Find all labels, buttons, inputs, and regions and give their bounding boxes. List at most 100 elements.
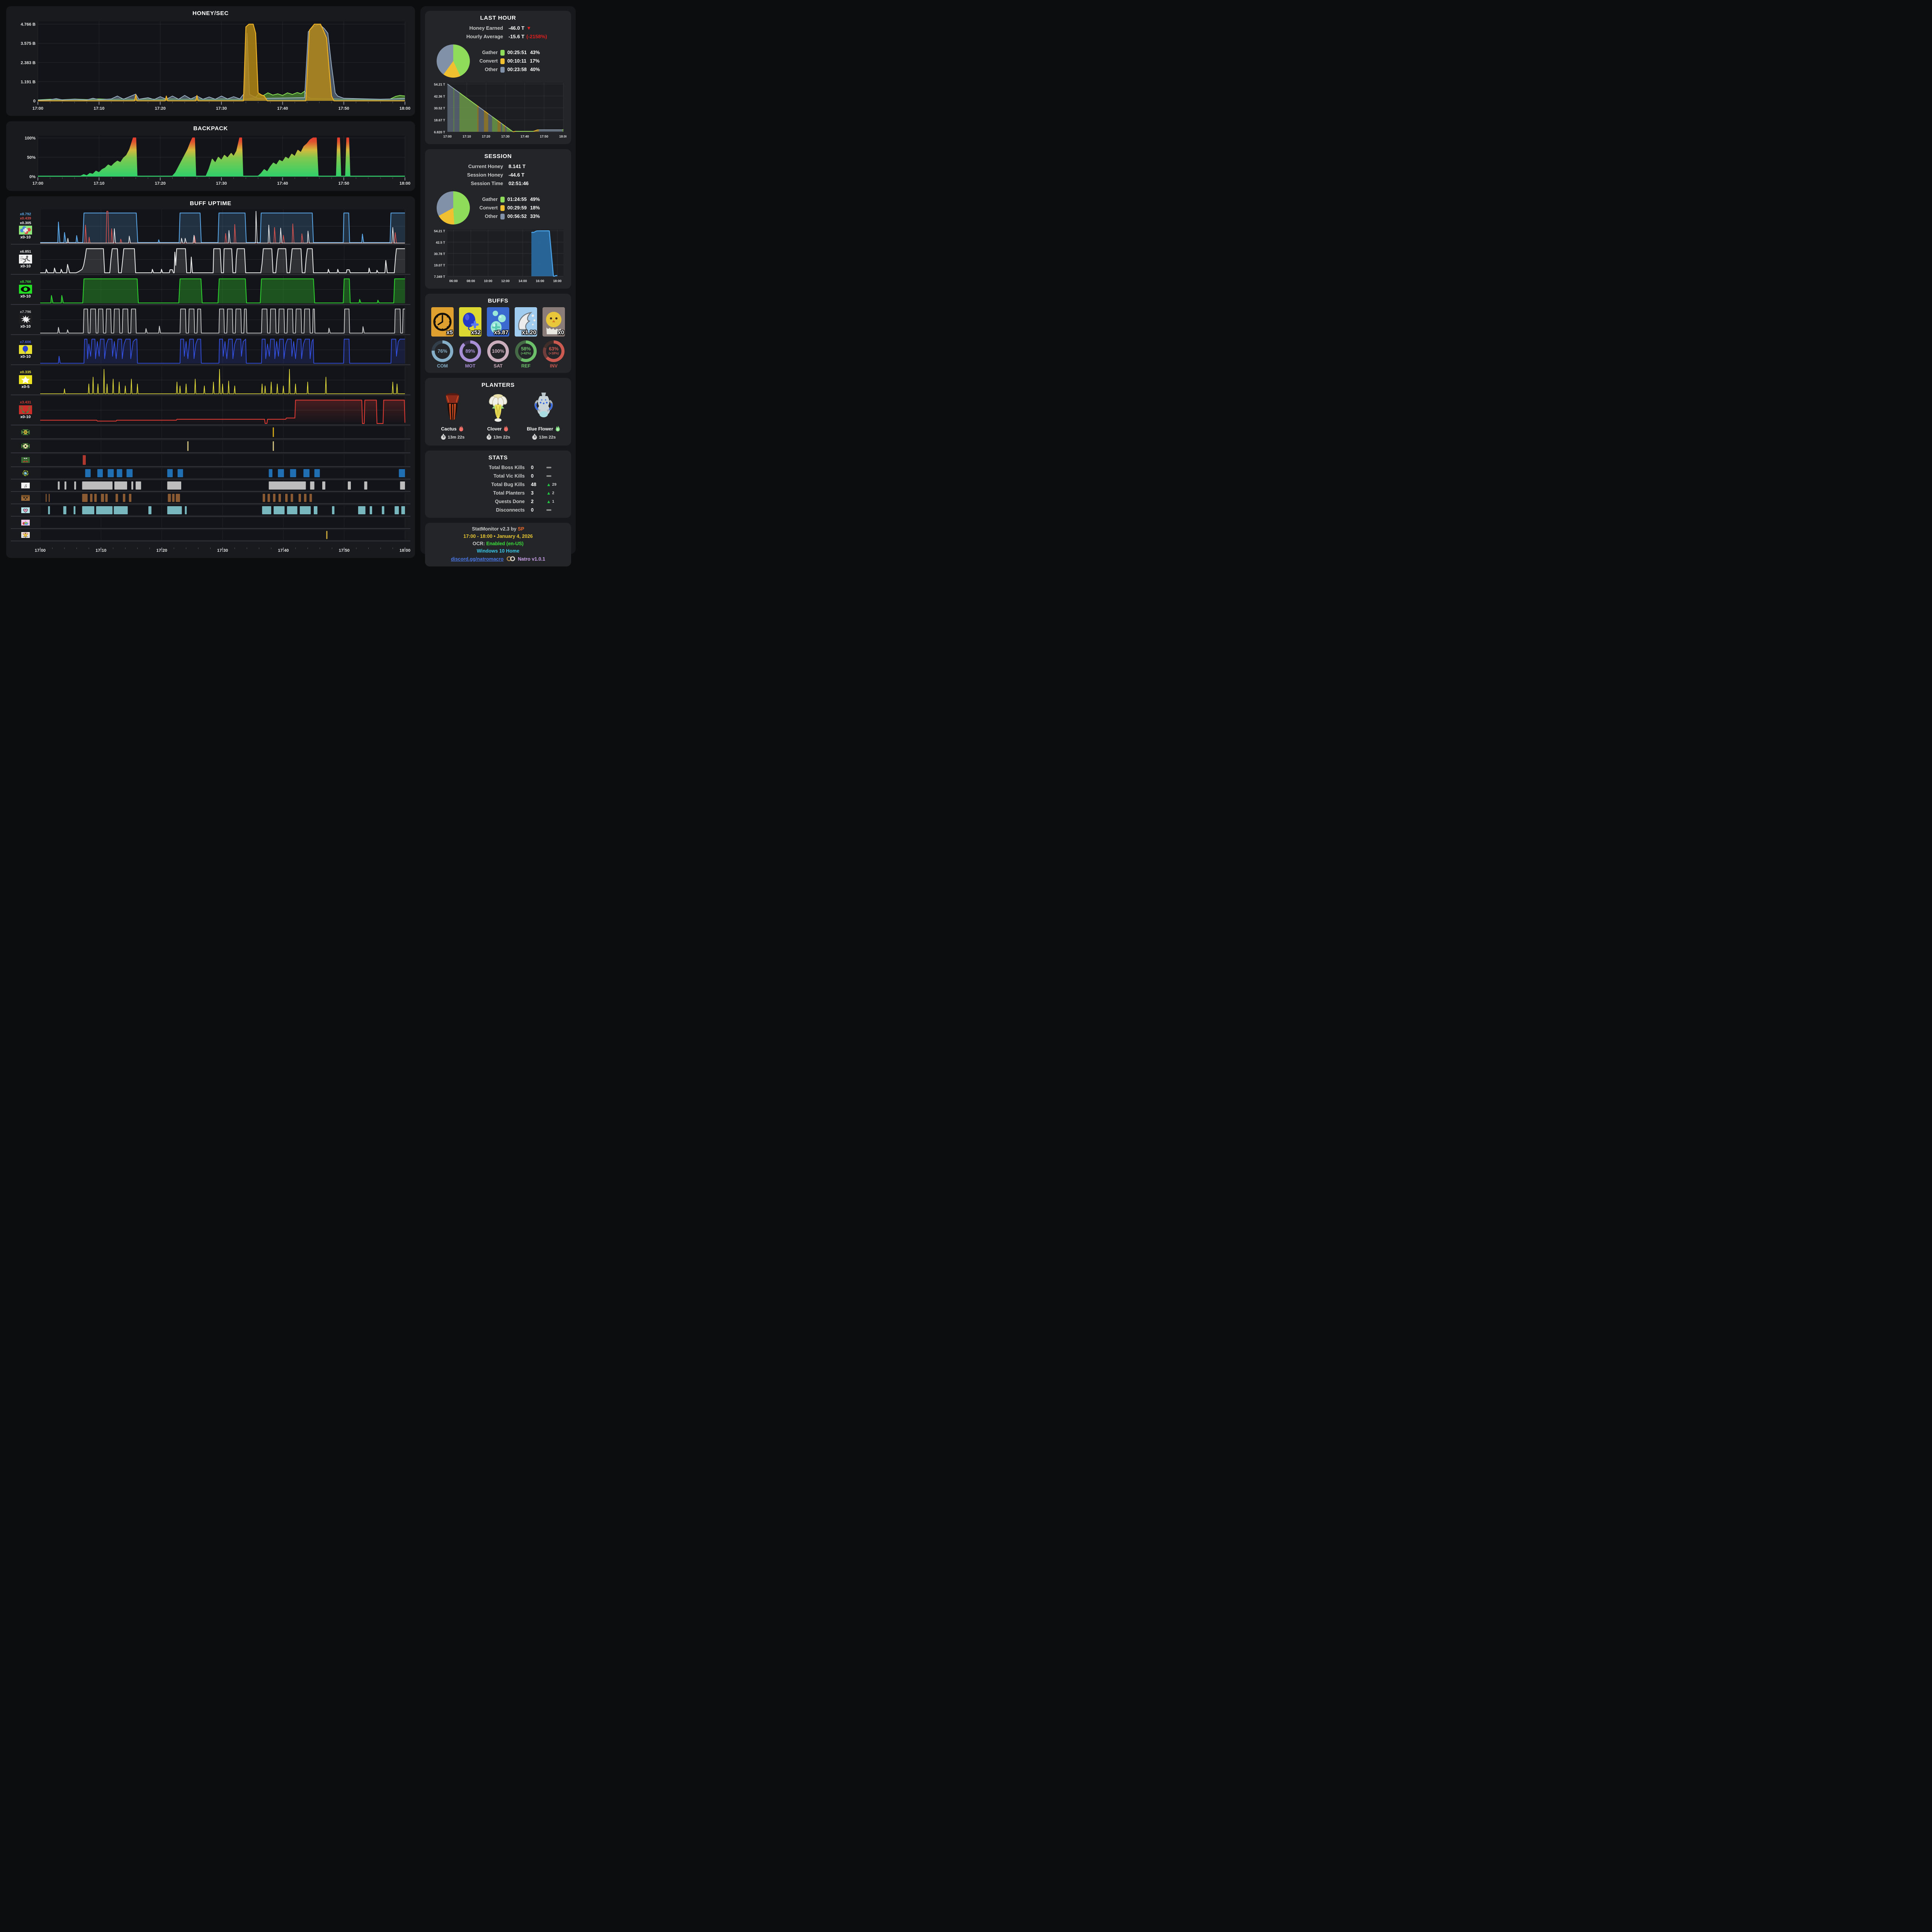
os-info: Windows 10 Home <box>476 548 520 554</box>
svg-text:17:30: 17:30 <box>216 106 227 111</box>
session-legend-row: Convert 00:29:59 18% <box>475 204 566 212</box>
buff-row-star: x0.335 x0-5 <box>11 365 410 395</box>
svg-text:18:00: 18:00 <box>553 279 561 283</box>
stat-row-disconnects: Disconnects 0 <box>430 506 566 514</box>
svg-text:3.575 B: 3.575 B <box>20 41 36 46</box>
session-title: SESSION <box>484 153 512 160</box>
svg-text:30.78 T: 30.78 T <box>434 252 446 256</box>
buff-row-gutter: x8.792 x0.439 x0.305 x0-10 <box>11 208 40 244</box>
buff-row-balloon: x7.606 x0-10 <box>11 335 410 365</box>
buff-uptime-rows: x8.792 x0.439 x0.305 x0-10 x6.851 x0-10 x8.766… <box>11 208 410 541</box>
session-metric-value: 8.141 T <box>509 163 526 169</box>
buff-stack-value: x0 <box>558 329 564 336</box>
buff-row-field-boosts: x8.792 x0.439 x0.305 x0-10 <box>11 208 410 245</box>
buff-uptime-title: BUFF UPTIME <box>190 200 231 207</box>
delta-amount: 29 <box>552 482 557 487</box>
svg-text:4.766 B: 4.766 B <box>20 22 36 27</box>
session-activity-time: 00:56:52 <box>507 214 527 219</box>
discord-link[interactable]: discord.gg/natromacro <box>451 556 504 562</box>
buff-range-label: x0-10 <box>20 354 31 359</box>
buff-range-label: x0-5 <box>21 384 30 389</box>
clover-planter-icon <box>476 391 520 424</box>
session-metric-row: Session Time 02:51:46 <box>430 179 566 187</box>
backpack-chart-title: BACKPACK <box>193 125 228 132</box>
blue-flower-planter-card: Blue Flower 13m 22s <box>522 391 565 441</box>
honey-chart-title: HONEY/SEC <box>192 10 229 17</box>
svg-text:2.383 B: 2.383 B <box>20 61 36 65</box>
buffs-panel: BUFFS x5 x52 x5.87 x1.20 x0 76% COM 89% MOT 100%… <box>425 294 571 373</box>
ocr-label: OCR: <box>473 541 486 546</box>
buff-uptime-track-honeycomb-flag <box>40 427 405 438</box>
last-hour-metric-suffix: (-2158%) <box>526 33 547 39</box>
gauge-hole <box>546 344 561 359</box>
charts-column: HONEY/SEC 4.766 B 3.575 B 2.383 B 1.191 B 0 1… <box>6 6 415 558</box>
buff-stack-value: x5 <box>446 329 453 336</box>
last-hour-activity-legend: Gather 00:25:51 43% Convert 00:10:11 17% Other… <box>475 48 566 74</box>
ocr-status-line: OCR: Enabled (en-US) <box>430 541 566 546</box>
bee-stat-gauges: 76% COM 89% MOT 100% SAT 58% (+42%) REF 63% (+18%)… <box>430 339 566 369</box>
gauge-text: 58% (+42%) <box>515 340 537 362</box>
planter-timer: 13m 22s <box>476 434 520 441</box>
last-hour-activity-swatch <box>500 58 505 64</box>
svg-text:17:20: 17:20 <box>482 134 490 138</box>
stopwatch-icon <box>440 434 446 441</box>
stat-label: Total Planters <box>493 490 525 496</box>
no-change-icon <box>546 509 551 511</box>
stat-row-quests-done: Quests Done 2 ▲ 1 <box>430 497 566 506</box>
gauge-percent: 58% <box>521 346 531 352</box>
buff-row-gutter <box>11 504 40 516</box>
gauge-percent: 89% <box>465 348 475 354</box>
buffs-title: BUFFS <box>488 298 509 304</box>
svg-text:17:10: 17:10 <box>94 106 104 111</box>
stat-row-total-planters: Total Planters 3 ▲ 2 <box>430 489 566 497</box>
buff-uptime-track-haste <box>40 246 405 273</box>
field-boosts-icon <box>19 226 32 235</box>
discord-line: discord.gg/natromacro Natro v1.0.1 <box>430 556 566 563</box>
planter-timer-text: 13m 22s <box>493 435 510 440</box>
festive-antlers-icon <box>19 405 32 414</box>
balloon-plus-buff-icon: x52 <box>459 307 481 337</box>
planter-timer: 13m 22s <box>431 434 474 441</box>
planter-name-text: Blue Flower <box>527 426 553 432</box>
last-hour-activity-swatch <box>500 49 505 56</box>
stat-label: Quests Done <box>495 499 525 504</box>
buff-multiplier-label: x0.335 <box>20 370 31 375</box>
session-activity-legend: Gather 01:24:55 49% Convert 00:29:59 18% Other… <box>475 195 566 221</box>
buff-uptime-track-flower-flag <box>40 440 405 452</box>
svg-text:N: N <box>25 532 26 534</box>
buff-uptime-track-wreath <box>40 454 405 466</box>
gauge-name: INV <box>549 363 558 369</box>
stat-delta: ▲ 1 <box>546 499 566 504</box>
chick-buff-icon: x0 <box>543 307 565 337</box>
session-activity-time: 00:29:59 <box>507 205 527 211</box>
gauge-text: 76% <box>432 340 453 362</box>
buff-uptime-track-bomb-combo <box>40 306 405 333</box>
svg-text:06:00: 06:00 <box>449 279 458 283</box>
buff-row-melody: ♫ <box>11 480 410 492</box>
buff-uptime-track-smoothie <box>40 518 405 527</box>
last-hour-title: LAST HOUR <box>480 15 516 21</box>
svg-text:100%: 100% <box>25 136 36 141</box>
buff-uptime-track-balloon <box>40 336 405 364</box>
svg-text:17:00: 17:00 <box>32 181 43 186</box>
last-hour-activity-time: 00:23:58 <box>507 67 527 72</box>
last-hour-activity-pct: 40% <box>530 67 540 72</box>
session-metric-value: -44.6 T <box>509 172 525 178</box>
svg-text:30.52 T: 30.52 T <box>434 106 446 110</box>
buff-stack-value: x5.87 <box>494 329 509 336</box>
last-hour-legend-row: Convert 00:10:11 17% <box>475 57 566 65</box>
gauge-percent: 100% <box>492 348 504 354</box>
svg-text:12:00: 12:00 <box>501 279 510 283</box>
last-hour-metric-row: Hourly Average -15.6 T (-2158%) <box>430 32 566 41</box>
buff-multiplier-label: x0.439 <box>20 216 31 221</box>
report-date-range: 17:00 - 18:00 • January 4, 2026 <box>463 534 533 539</box>
buff-uptime-track-field-boosts <box>40 209 405 243</box>
haste-icon <box>19 254 32 264</box>
buff-uptime-track-festive-antlers <box>40 396 405 424</box>
honey-per-sec-panel: HONEY/SEC 4.766 B 3.575 B 2.383 B 1.191 B 0 1… <box>6 6 415 116</box>
stats-panel: STATS Total Boss Kills 0 Total Vic Kills 0 T… <box>425 451 571 518</box>
last-hour-metrics: Honey Earned -46.0 T ▼ Hourly Average -15.6 … <box>430 24 566 41</box>
gauge-hole <box>490 344 506 359</box>
